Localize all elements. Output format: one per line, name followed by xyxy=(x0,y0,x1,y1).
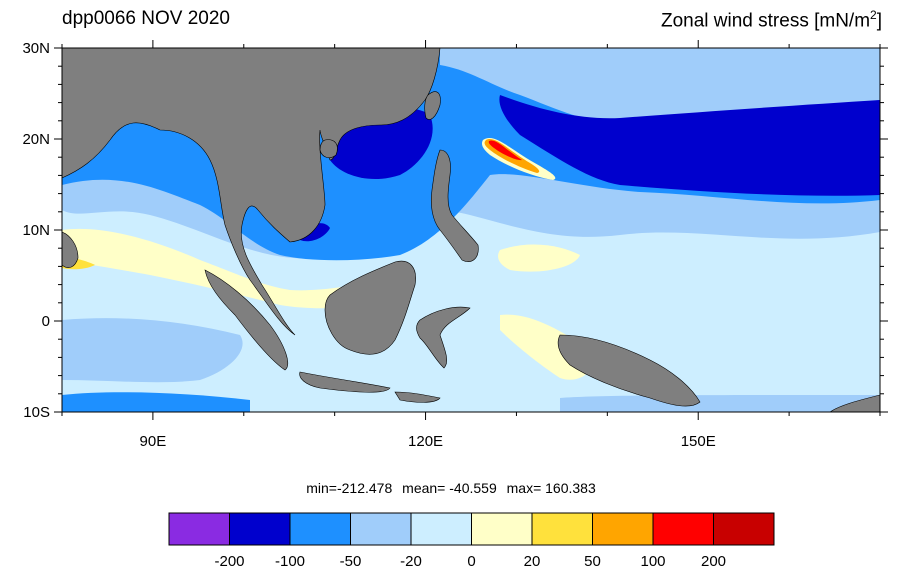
land-sumatra xyxy=(204,269,289,371)
land-new-guinea xyxy=(557,334,701,407)
land-philippines xyxy=(430,149,479,262)
lon-label: 120E xyxy=(408,433,443,450)
colorbar-label: 20 xyxy=(523,553,541,570)
map-ticks xyxy=(54,40,888,420)
stat-min: min=-212.478 xyxy=(306,480,393,496)
land-taiwan xyxy=(424,91,441,120)
variable-title-close: ] xyxy=(876,10,882,32)
colorbar-swatch xyxy=(410,512,472,546)
colorbar-label: -200 xyxy=(214,553,245,570)
colorbar-label: 50 xyxy=(584,553,601,570)
colorbar-swatch xyxy=(652,512,714,546)
lon-label: 90E xyxy=(140,433,167,450)
colorbar xyxy=(168,512,775,546)
colorbar-label: 100 xyxy=(640,553,666,570)
land-lesser-sunda xyxy=(394,391,441,403)
lat-label: 10S xyxy=(23,404,50,421)
lat-labels: 30N 20N 10N 0 10S xyxy=(22,40,50,421)
field-dark-blue-pacific xyxy=(499,95,880,196)
colorbar-swatch xyxy=(168,512,230,546)
land-borneo xyxy=(324,260,416,355)
map-title: dpp0066 NOV 2020 xyxy=(62,8,230,29)
colorbar-swatch xyxy=(713,512,775,546)
lat-label: 10N xyxy=(22,222,50,239)
colorbar-label: -50 xyxy=(339,553,362,570)
lon-labels: 90E 120E 150E xyxy=(140,433,716,450)
lat-label: 30N xyxy=(22,40,50,57)
land-sri-lanka xyxy=(62,231,79,268)
land-asia xyxy=(62,48,441,336)
colorbar-swatch xyxy=(592,512,654,546)
stat-mean: mean= -40.559 xyxy=(402,480,497,496)
land-masses xyxy=(62,48,880,412)
field-light-blue-south xyxy=(62,318,243,383)
land-java xyxy=(299,371,391,393)
variable-title: Zonal wind stress [mN/m2] xyxy=(661,8,882,32)
colorbar-swatch xyxy=(471,512,533,546)
field-light-blue-south-east xyxy=(560,395,880,412)
colorbar-label: 0 xyxy=(467,553,476,570)
field-pale-yellow-west xyxy=(62,228,390,309)
colorbar-swatch xyxy=(531,512,593,546)
colorbar-label: -20 xyxy=(400,553,422,570)
land-hainan xyxy=(319,139,338,159)
land-sulawesi xyxy=(416,306,471,369)
field-positive-jet-core xyxy=(488,140,522,161)
map-field xyxy=(62,48,880,412)
stats-line: min=-212.478 mean= -40.559 max= 160.383 xyxy=(0,480,902,496)
field-pale-yellow-pacific xyxy=(498,244,580,272)
colorbar-label: 200 xyxy=(700,553,727,570)
land-australia-edge xyxy=(829,394,880,412)
colorbar-swatch xyxy=(229,512,291,546)
field-blue-south-west xyxy=(62,392,250,412)
variable-title-superscript: 2 xyxy=(870,8,877,22)
colorbar-label: -100 xyxy=(274,553,306,570)
lat-label: 20N xyxy=(22,131,50,148)
colorbar-swatch xyxy=(350,512,412,546)
variable-title-text: Zonal wind stress [mN/m xyxy=(660,10,871,32)
lon-label: 150E xyxy=(681,433,716,450)
stat-max: max= 160.383 xyxy=(506,480,596,496)
field-light-blue-north xyxy=(440,48,880,126)
colorbar-swatch xyxy=(289,512,351,546)
lat-label: 0 xyxy=(42,313,50,330)
